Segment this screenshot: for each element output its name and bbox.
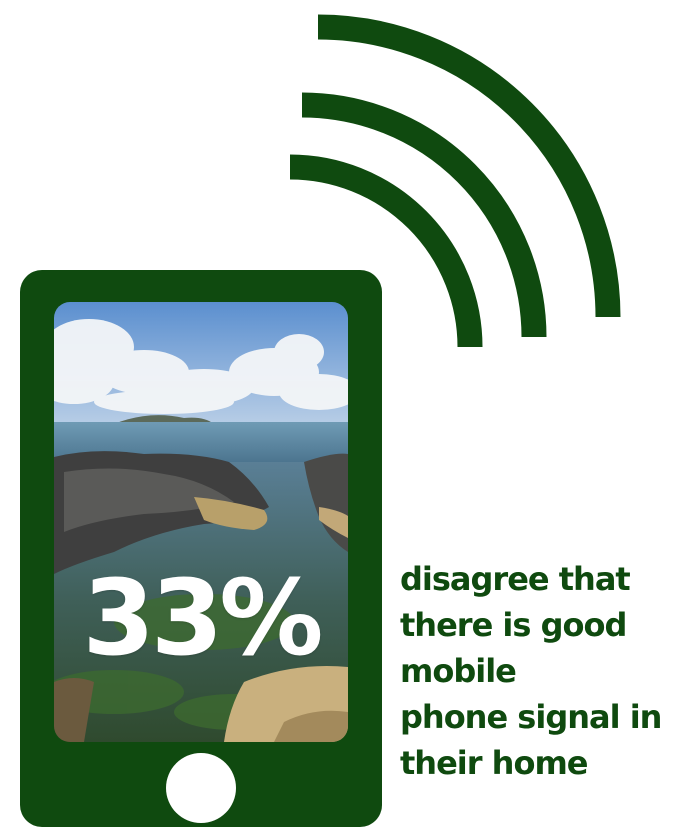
signal-arc-medium	[301, 92, 547, 338]
phone-home-button-icon	[166, 753, 236, 823]
caption-line: there is good	[400, 606, 627, 644]
statistic-caption: disagree that there is good mobile phone…	[400, 556, 680, 786]
caption-line: phone signal in	[400, 698, 662, 736]
caption-line: disagree that	[400, 560, 631, 598]
phone-screen: 33%	[54, 302, 348, 742]
statistic-value: 33%	[82, 557, 324, 679]
caption-line: their home	[400, 744, 588, 782]
signal-arc-large	[317, 14, 621, 318]
signal-arc-small	[289, 154, 483, 348]
coastal-scene-image	[54, 302, 348, 742]
caption-line: mobile	[400, 652, 517, 690]
